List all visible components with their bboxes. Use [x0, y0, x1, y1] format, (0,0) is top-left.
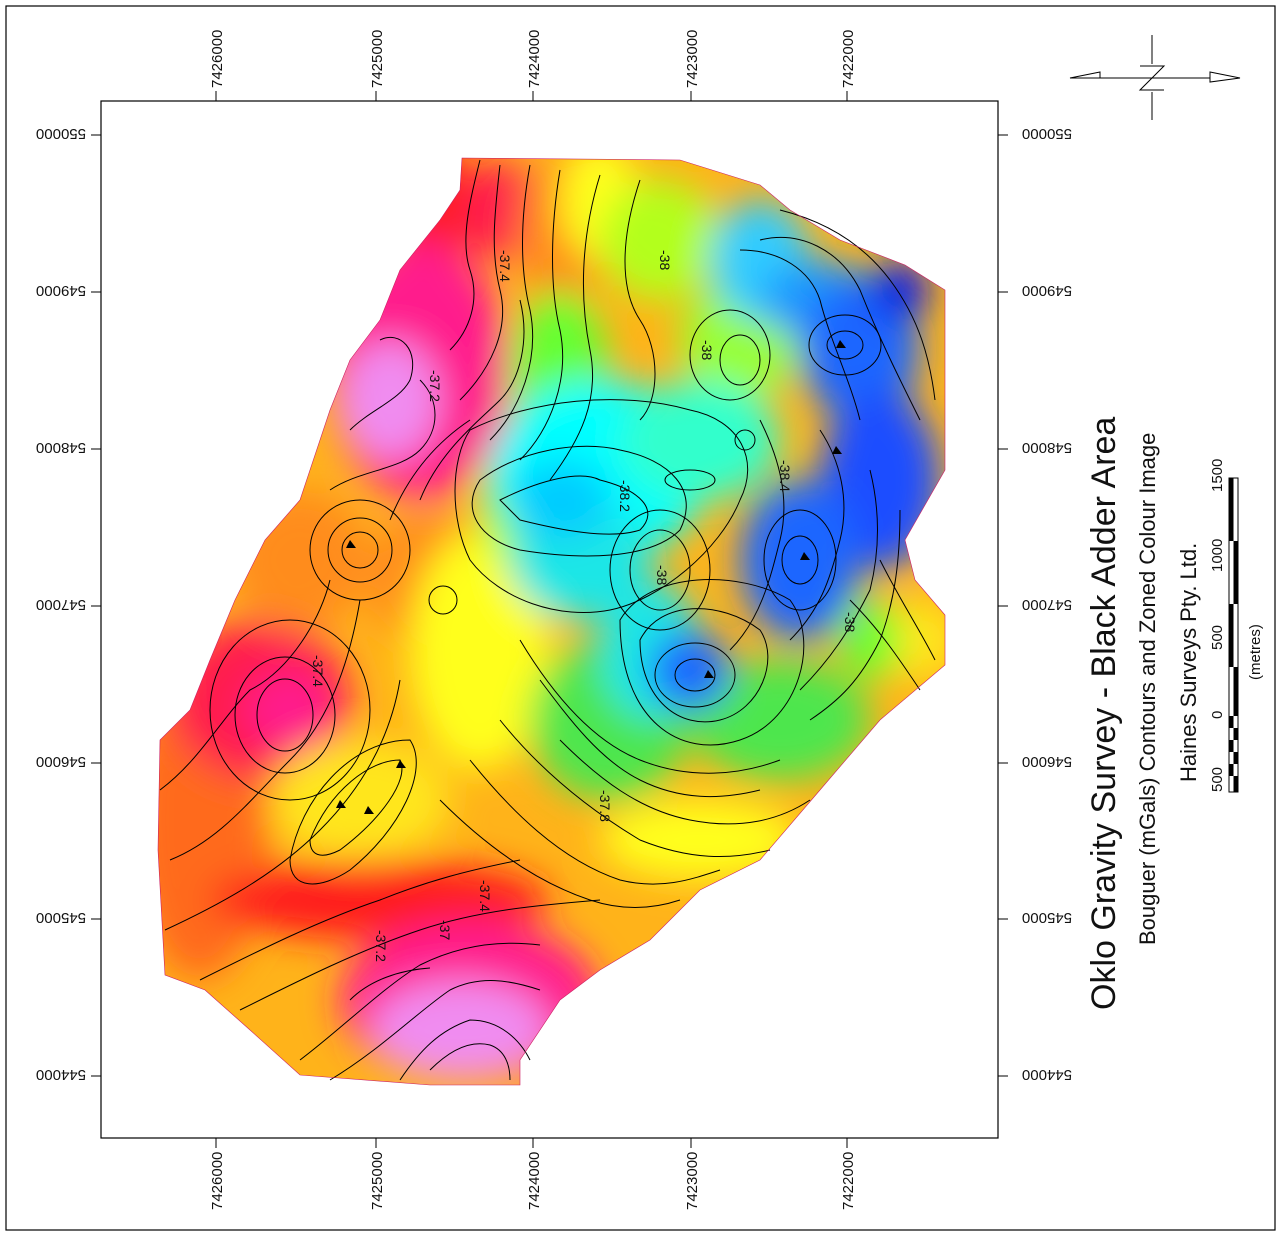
northing-ticks: [215, 91, 848, 1148]
easting-ticks: [91, 134, 1008, 1077]
easting-label: 545000: [36, 909, 86, 926]
scale-label: 500: [1209, 625, 1226, 650]
contour-label: -37.8: [597, 790, 613, 822]
easting-labels-right: 550000 549000 548000 547000 546000 54500…: [1022, 125, 1072, 1083]
easting-label: 548000: [1022, 439, 1072, 456]
easting-label: 547000: [1022, 596, 1072, 613]
northing-labels-top: 7426000 7425000 7424000 7423000 7422000: [209, 30, 857, 88]
contour-label: -38: [699, 340, 715, 360]
contour-label: -38.2: [617, 480, 633, 512]
map-frame: [100, 100, 999, 1139]
scale-unit: (metres): [1247, 624, 1264, 680]
northing-label: 7425000: [369, 1152, 386, 1210]
easting-label: 550000: [36, 125, 86, 142]
northing-label: 7423000: [684, 1152, 701, 1210]
map-credit: Haines Surveys Pty. Ltd.: [1176, 543, 1201, 782]
northing-label: 7425000: [369, 30, 386, 88]
contour-lines: [159, 159, 936, 1081]
contour-label: -38: [654, 565, 670, 585]
northing-label: 7422000: [840, 1152, 857, 1210]
easting-label: 544000: [36, 1066, 86, 1083]
contour-label: -37: [437, 920, 453, 940]
easting-label: 548000: [36, 439, 86, 456]
easting-label: 549000: [1022, 282, 1072, 299]
easting-label: 544000: [1022, 1066, 1072, 1083]
contour-label: -37.4: [310, 655, 326, 687]
northing-label: 7422000: [840, 30, 857, 88]
sheet-border: [5, 5, 1276, 1231]
map-subtitle: Bouguer (mGals) Contours and Zoned Colou…: [1135, 433, 1160, 945]
map-title: Oklo Gravity Survey - Black Adder Area: [1085, 417, 1123, 1010]
title-block: Oklo Gravity Survey - Black Adder Area B…: [1085, 417, 1201, 1010]
scale-label: 0: [1209, 711, 1226, 719]
northing-label: 7426000: [209, 1152, 226, 1210]
survey-boundary: [157, 157, 946, 1086]
scale-label: 1000: [1209, 539, 1226, 572]
contour-label: -38: [657, 250, 673, 270]
northing-label: 7426000: [209, 30, 226, 88]
contour-label: -38.4: [777, 460, 793, 492]
easting-label: 545000: [1022, 909, 1072, 926]
contour-labels-group: -37.4 -37.2 -38 -38 -38.2 -38.4 -38 -38 …: [310, 250, 858, 962]
contour-label: -37.2: [427, 370, 443, 402]
contour-label: -38: [842, 612, 858, 632]
easting-label: 546000: [1022, 753, 1072, 770]
easting-label: 546000: [36, 753, 86, 770]
low-markers: [336, 340, 846, 814]
easting-label: 547000: [36, 596, 86, 613]
northing-label: 7423000: [684, 30, 701, 88]
contour-label: -37.4: [477, 880, 493, 912]
north-arrow-icon: [1069, 35, 1241, 120]
northing-label: 7424000: [526, 30, 543, 88]
scale-bar: 500 0 500 1000 1500 (metres): [1209, 459, 1264, 793]
scale-label: 1500: [1209, 459, 1226, 492]
easting-label: 549000: [36, 282, 86, 299]
scale-label: 500: [1209, 767, 1226, 792]
contour-label: -37.4: [497, 250, 513, 282]
gravity-colour-image: [158, 158, 945, 1085]
northing-label: 7424000: [526, 1152, 543, 1210]
easting-label: 550000: [1022, 125, 1072, 142]
northing-labels-bottom: 7426000 7425000 7424000 7423000 7422000: [209, 1152, 857, 1210]
contour-label: -37.2: [373, 930, 389, 962]
easting-labels-left: 550000 549000 548000 547000 546000 54500…: [36, 125, 86, 1083]
